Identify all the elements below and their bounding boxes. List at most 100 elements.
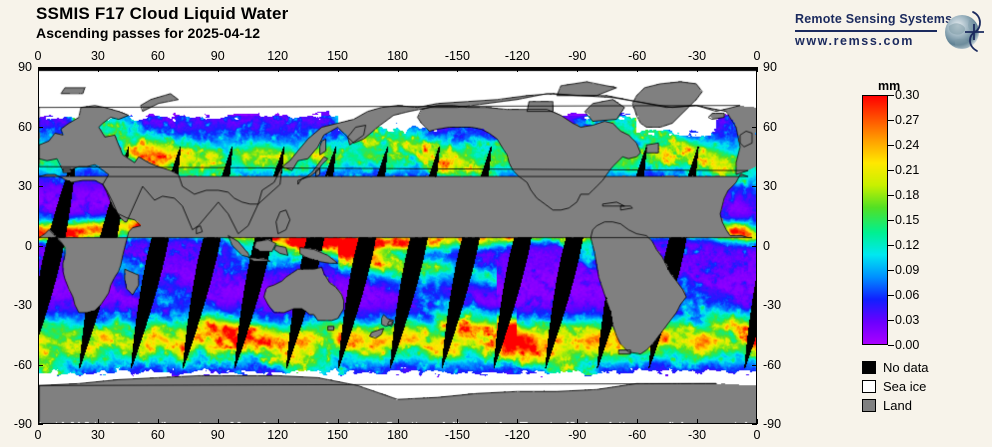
y-axis-label-left: -60 <box>13 357 32 372</box>
x-tick-bottom <box>38 419 39 424</box>
x-axis-label-bottom: 60 <box>150 428 165 442</box>
x-axis-label-bottom: 0 <box>753 428 761 442</box>
x-axis-label-top: -150 <box>444 49 470 63</box>
x-axis-label-top: 0 <box>753 49 761 63</box>
x-tick-top <box>157 67 159 72</box>
y-tick-left <box>38 364 43 366</box>
legend-label: No data <box>883 360 929 375</box>
y-axis-label-right: -30 <box>763 298 782 312</box>
x-axis-label-bottom: -120 <box>504 428 530 442</box>
x-tick-bottom <box>277 419 279 424</box>
legend-label: Land <box>883 398 912 413</box>
legend-item: Sea ice <box>862 377 929 396</box>
globe-crosshair-icon <box>945 11 984 52</box>
colorbar-tick <box>888 320 894 321</box>
colorbar-tick-label: 0.21 <box>895 163 920 177</box>
page-subtitle: Ascending passes for 2025-04-12 <box>36 25 261 41</box>
y-axis-label-right: 60 <box>763 119 777 134</box>
remss-logo[interactable]: Remote Sensing Systems www.remss.com <box>795 8 985 58</box>
x-tick-bottom <box>577 419 579 424</box>
x-tick-top <box>637 67 639 72</box>
colorbar-tick <box>888 145 894 146</box>
y-tick-left <box>38 305 43 306</box>
cloud-liquid-water-heatmap <box>39 68 756 423</box>
x-tick-top <box>757 67 758 72</box>
x-axis-label-top: -30 <box>688 49 707 63</box>
x-tick-top <box>277 67 279 72</box>
x-axis-label-bottom: -90 <box>568 428 587 442</box>
x-tick-top <box>457 67 459 72</box>
x-tick-bottom <box>337 419 339 424</box>
x-tick-bottom <box>637 419 639 424</box>
x-tick-bottom <box>757 419 758 424</box>
colorbar-unit-label: mm <box>878 79 901 93</box>
x-tick-bottom <box>157 419 159 424</box>
legend-swatch <box>862 361 876 374</box>
y-axis-label-right: 30 <box>763 179 777 193</box>
colorbar-tick <box>888 295 894 296</box>
y-axis-label-left: 30 <box>18 179 32 193</box>
colorbar-tick-label: 0.27 <box>895 113 920 127</box>
x-axis-label-top: 0 <box>34 49 42 63</box>
colorbar-tick <box>888 245 894 246</box>
colorbar-tick-label: 0.00 <box>895 338 920 352</box>
x-axis-label-bottom: 120 <box>267 428 289 442</box>
page-title: SSMIS F17 Cloud Liquid Water <box>36 4 289 23</box>
y-tick-left <box>38 67 43 68</box>
y-tick-left <box>38 186 43 187</box>
x-axis-label-bottom: 150 <box>327 428 349 442</box>
map-plot-area[interactable] <box>38 67 757 424</box>
x-tick-top <box>397 67 399 72</box>
colorbar-tick <box>888 120 894 121</box>
y-tick-right <box>752 126 757 128</box>
colorbar-tick-label: 0.30 <box>895 88 920 102</box>
colorbar[interactable] <box>862 95 888 345</box>
x-axis-label-bottom: -60 <box>628 428 647 442</box>
colorbar-tick-label: 0.24 <box>895 138 920 152</box>
x-tick-top <box>97 67 99 72</box>
y-axis-label-left: -30 <box>13 298 32 312</box>
colorbar-tick-label: 0.09 <box>895 263 920 277</box>
x-axis-label-bottom: 0 <box>34 428 42 442</box>
colorbar-tick-label: 0.12 <box>895 238 920 252</box>
x-tick-top <box>38 67 39 72</box>
x-tick-bottom <box>397 419 399 424</box>
colorbar-tick <box>888 95 894 96</box>
y-tick-right <box>752 424 757 425</box>
y-tick-left <box>38 126 43 128</box>
x-axis-label-bottom: -30 <box>688 428 707 442</box>
x-tick-top <box>577 67 579 72</box>
colorbar-tick-label: 0.06 <box>895 288 920 302</box>
y-axis-label-right: 90 <box>763 60 777 74</box>
y-tick-left <box>38 424 43 425</box>
legend-swatch <box>862 380 876 393</box>
x-axis-label-top: 90 <box>210 49 225 63</box>
map-legend: No data Sea ice Land <box>862 358 929 415</box>
x-tick-bottom <box>457 419 459 424</box>
y-tick-right <box>752 186 757 187</box>
x-tick-bottom <box>97 419 99 424</box>
legend-swatch <box>862 399 876 412</box>
x-axis-label-bottom: 180 <box>387 428 408 442</box>
x-axis-label-top: 180 <box>387 49 408 63</box>
x-tick-top <box>337 67 339 72</box>
x-tick-bottom <box>217 419 219 424</box>
y-tick-left <box>38 245 43 247</box>
x-tick-bottom <box>697 419 699 424</box>
y-tick-right <box>752 364 757 366</box>
legend-item: Land <box>862 396 929 415</box>
y-axis-label-right: 0 <box>763 238 770 253</box>
x-axis-label-top: -120 <box>504 49 530 63</box>
logo-divider <box>795 30 937 32</box>
x-tick-top <box>697 67 699 72</box>
logo-website: www.remss.com <box>795 34 914 48</box>
colorbar-tick-label: 0.18 <box>895 188 920 202</box>
colorbar-tick-label: 0.15 <box>895 213 920 227</box>
x-tick-top <box>517 67 519 72</box>
x-axis-label-top: -60 <box>628 49 647 63</box>
colorbar-tick <box>888 345 894 346</box>
x-tick-bottom <box>517 419 519 424</box>
colorbar-tick <box>888 195 894 196</box>
x-axis-label-bottom: 30 <box>90 428 105 442</box>
y-tick-right <box>752 67 757 68</box>
